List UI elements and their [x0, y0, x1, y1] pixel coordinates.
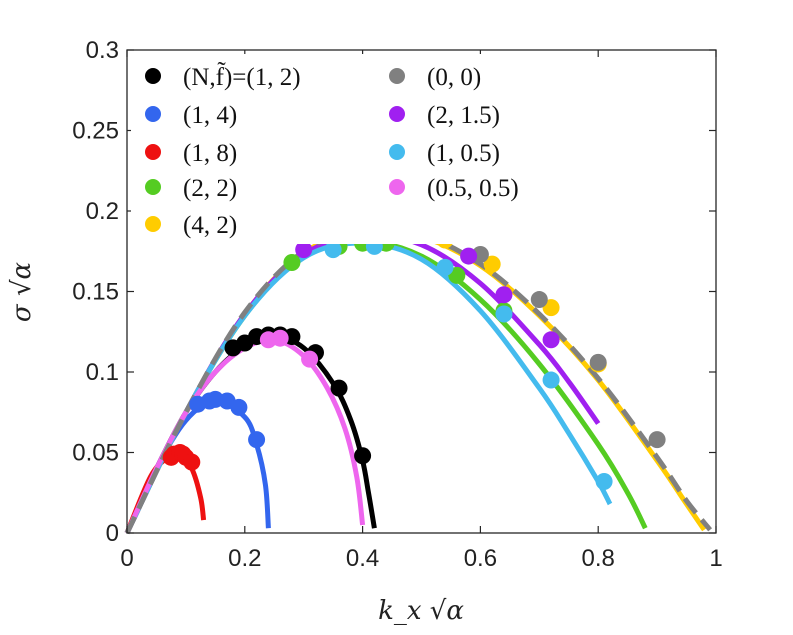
x-axis-label: k_x √α	[378, 596, 464, 626]
legend-marker	[145, 179, 161, 195]
data-point-1-0-5	[495, 305, 513, 323]
legend-label: (2, 2)	[183, 175, 237, 202]
data-point-1-4	[248, 431, 266, 449]
data-point-1-0-5	[436, 258, 454, 276]
y-tick-label: 0.2	[86, 198, 119, 225]
legend-marker	[145, 68, 161, 84]
data-point-1-8	[183, 453, 201, 471]
y-tick-label: 0.05	[72, 440, 119, 467]
x-tick-label: 1	[709, 545, 722, 572]
data-point-4-2	[483, 255, 501, 273]
legend: (N,f̃)=(1, 2) (1, 4) (1, 8) (2, 2) (4, 2) (0,…	[131, 54, 561, 244]
axis-labels: k_x √α σ √α	[7, 261, 464, 626]
x-tick-label: 0.4	[346, 545, 379, 572]
data-point-2-1-5	[295, 241, 313, 259]
data-point-2-1-5	[542, 331, 560, 349]
legend-marker	[389, 179, 405, 195]
legend-label: (4, 2)	[183, 212, 237, 239]
y-tick-label: 0.15	[72, 279, 119, 306]
data-point-1-0-5	[595, 472, 613, 490]
x-tick-label: 0.8	[582, 545, 615, 572]
legend-label: (0, 0)	[427, 64, 481, 91]
legend-marker	[145, 106, 161, 122]
x-tick-label: 0.2	[228, 545, 261, 572]
y-tick-label: 0.1	[86, 359, 119, 386]
data-point-0-5-0-5	[271, 329, 289, 347]
data-point-1-2	[330, 379, 348, 397]
data-point-2-1-5	[495, 286, 513, 304]
legend-marker	[389, 68, 405, 84]
y-axis-label: σ √α	[7, 261, 37, 322]
legend-marker	[389, 106, 405, 122]
data-point-2-2	[283, 254, 301, 272]
legend-marker	[389, 144, 405, 160]
x-tick-label: 0.6	[464, 545, 497, 572]
data-point-1-0-5	[324, 241, 342, 259]
legend-label: (1, 0.5)	[427, 140, 500, 167]
data-point-1-0-5	[542, 371, 560, 389]
legend-label: (1, 4)	[183, 102, 237, 129]
data-point-1-4	[230, 398, 248, 416]
legend-box	[131, 54, 561, 244]
legend-label: (2, 1.5)	[427, 102, 500, 129]
legend-label: (1, 8)	[183, 140, 237, 167]
data-point-0-0	[589, 353, 607, 371]
legend-marker	[145, 144, 161, 160]
data-point-0-0	[530, 291, 548, 309]
data-point-0-5-0-5	[301, 350, 319, 368]
legend-label: (0.5, 0.5)	[427, 175, 519, 202]
data-point-1-2	[354, 447, 372, 465]
y-tick-label: 0	[106, 520, 119, 547]
data-point-0-0	[648, 431, 666, 449]
legend-marker	[145, 216, 161, 232]
x-tick-label: 0	[120, 545, 133, 572]
y-tick-label: 0.3	[86, 37, 119, 64]
tick-labels: 0 0.2 0.4 0.6 0.8 1 0 0.05 0.1 0.15 0.2 0.25 0.3	[72, 37, 722, 572]
legend-label: (N,f̃)=(1, 2)	[183, 62, 301, 91]
axes	[126, 49, 717, 534]
y-tick-label: 0.25	[72, 118, 119, 145]
data-point-2-1-5	[460, 247, 478, 265]
